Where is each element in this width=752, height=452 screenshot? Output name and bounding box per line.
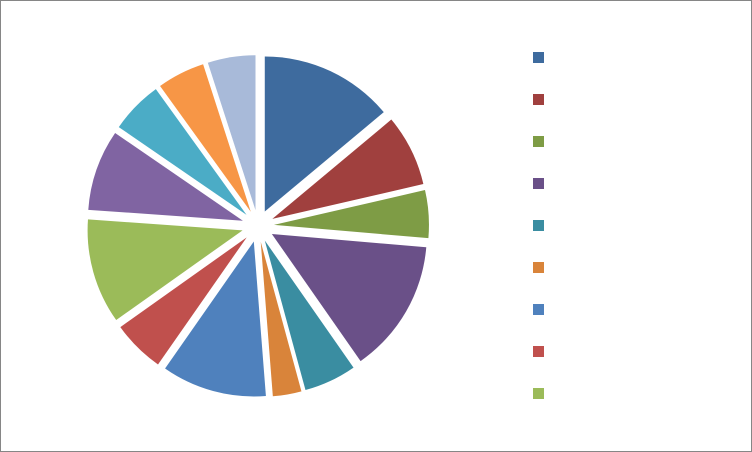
pie-slice <box>264 240 354 391</box>
legend-swatch <box>533 178 544 189</box>
pie-slice <box>165 241 266 397</box>
legend-swatch <box>533 304 544 315</box>
pie-slice <box>271 234 427 362</box>
pie-slice <box>273 190 429 239</box>
legend-swatch <box>533 262 544 273</box>
pie-slice <box>120 237 247 365</box>
legend-swatch <box>533 136 544 147</box>
legend-swatch <box>533 52 544 63</box>
legend-swatch <box>533 346 544 357</box>
pie-slice <box>88 132 243 221</box>
legend-swatch <box>533 388 544 399</box>
legend-swatch <box>533 220 544 231</box>
pie-slice <box>260 241 302 397</box>
pie-slice <box>118 89 247 215</box>
pie-slice <box>264 56 384 212</box>
pie-slice <box>87 219 243 321</box>
legend-swatch <box>533 94 544 105</box>
pie-slice <box>207 55 256 211</box>
pie-slice <box>272 119 424 219</box>
pie-slice <box>160 64 251 212</box>
